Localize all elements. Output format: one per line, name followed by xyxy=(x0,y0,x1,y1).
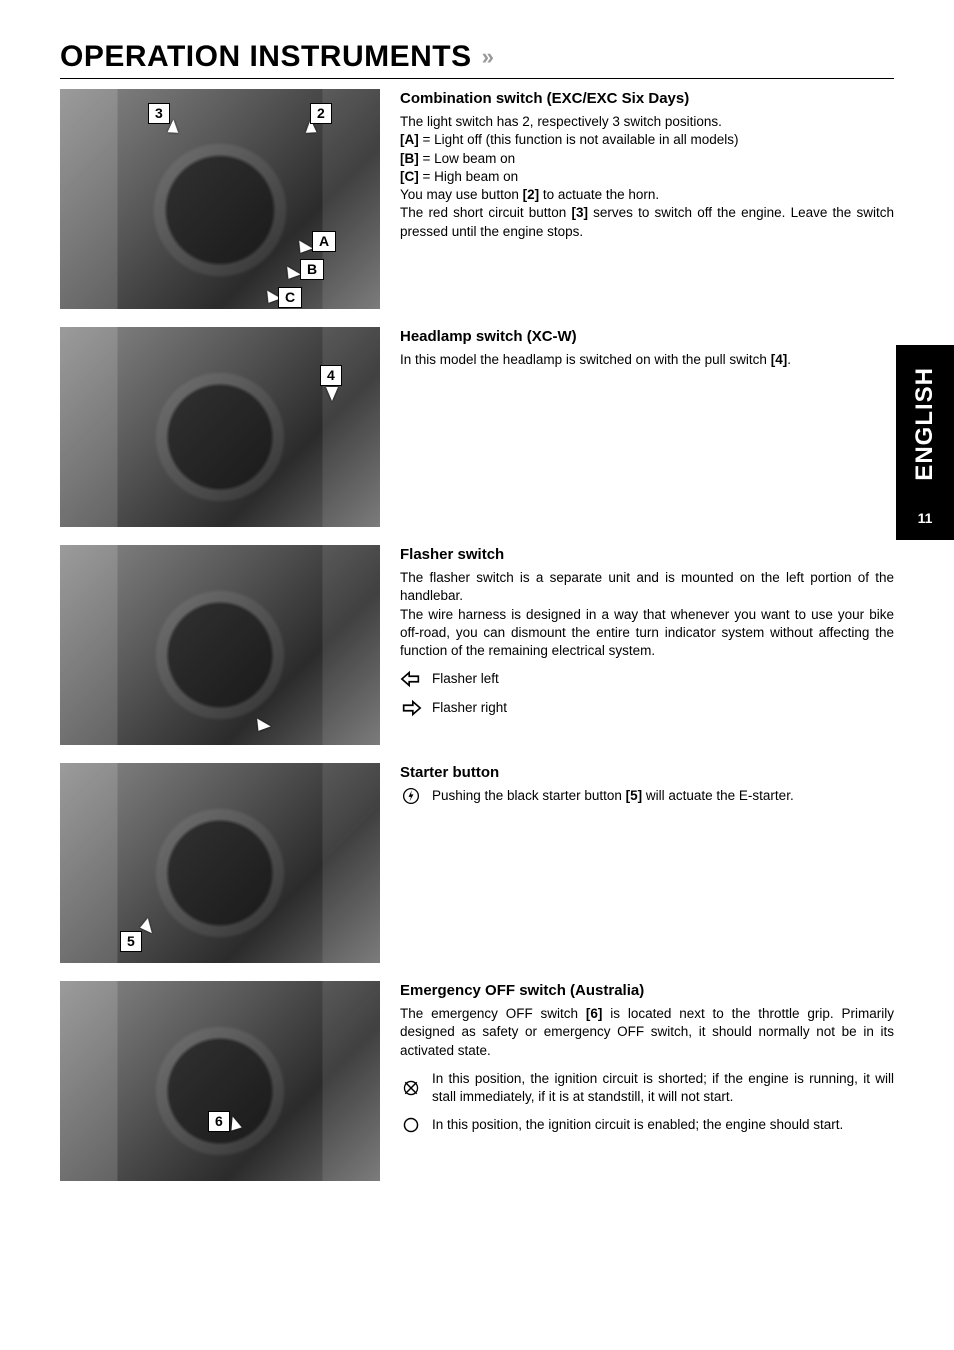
text-flasher-switch: Flasher switch The flasher switch is a s… xyxy=(400,545,894,717)
txt: = Low beam on xyxy=(419,151,515,166)
txt: to actuate the horn. xyxy=(539,187,659,202)
arrow-icon xyxy=(284,263,300,279)
label: Flasher left xyxy=(432,670,499,688)
heading: Flasher switch xyxy=(400,545,894,565)
heading: Emergency OFF switch (Australia) xyxy=(400,981,894,1001)
off-text: In this position, the ignition circuit i… xyxy=(432,1070,894,1106)
ref-4: [4] xyxy=(771,352,788,367)
callout-B: B xyxy=(300,259,324,280)
heading: Starter button xyxy=(400,763,894,783)
section-combination-switch: 3 2 A B C Combination switch (EXC/EXC Si… xyxy=(60,89,894,309)
language-tab: ENGLISH 11 xyxy=(896,345,954,540)
txt: = Light off (this function is not availa… xyxy=(419,132,739,147)
ref-6: [6] xyxy=(586,1006,603,1021)
callout-4: 4 xyxy=(320,365,342,386)
text-emergency-off: Emergency OFF switch (Australia) The eme… xyxy=(400,981,894,1135)
callout-3: 3 xyxy=(148,103,170,124)
txt: will actuate the E-starter. xyxy=(642,788,794,803)
ref-2: [2] xyxy=(523,187,540,202)
line: Pushing the black starter button [5] wil… xyxy=(432,787,794,805)
page-number: 11 xyxy=(918,510,933,526)
engine-off-icon xyxy=(400,1079,422,1097)
p1: The emergency OFF switch [6] is located … xyxy=(400,1005,894,1060)
label: Flasher right xyxy=(432,699,507,717)
line: In this model the headlamp is switched o… xyxy=(400,351,894,369)
title-text: OPERATION INSTRUMENTS xyxy=(60,40,472,74)
on-text: In this position, the ignition circuit i… xyxy=(432,1116,894,1134)
txt: You may use button xyxy=(400,187,523,202)
starter-line: Pushing the black starter button [5] wil… xyxy=(400,787,894,805)
section-emergency-off: 6 Emergency OFF switch (Australia) The e… xyxy=(60,981,894,1181)
flasher-left-row: Flasher left xyxy=(400,670,894,688)
line-a: [A] = Light off (this function is not av… xyxy=(400,131,894,149)
p2: The wire harness is designed in a way th… xyxy=(400,606,894,661)
off-position-row: In this position, the ignition circuit i… xyxy=(400,1070,894,1106)
photo-flasher-switch xyxy=(60,545,380,745)
engine-on-icon xyxy=(400,1116,422,1134)
ref-B: [B] xyxy=(400,151,419,166)
language-label: ENGLISH xyxy=(911,367,939,481)
arrow-right-icon xyxy=(400,699,422,717)
ref-C: [C] xyxy=(400,169,419,184)
section-starter-button: 5 Starter button Pushing the black start… xyxy=(60,763,894,963)
text-combination-switch: Combination switch (EXC/EXC Six Days) Th… xyxy=(400,89,894,241)
arrow-icon xyxy=(296,237,312,253)
section-flasher-switch: Flasher switch The flasher switch is a s… xyxy=(60,545,894,745)
ref-3: [3] xyxy=(571,205,588,220)
text-headlamp-switch: Headlamp switch (XC-W) In this model the… xyxy=(400,327,894,369)
line-c: [C] = High beam on xyxy=(400,168,894,186)
ref-A: [A] xyxy=(400,132,419,147)
txt: Pushing the black starter button xyxy=(432,788,626,803)
chevron-icon: » xyxy=(482,44,488,70)
line-b: [B] = Low beam on xyxy=(400,150,894,168)
flasher-right-row: Flasher right xyxy=(400,699,894,717)
ref-5: [5] xyxy=(626,788,643,803)
arrow-icon xyxy=(140,917,157,933)
callout-5: 5 xyxy=(120,931,142,952)
callout-A: A xyxy=(312,231,336,252)
callout-2: 2 xyxy=(310,103,332,124)
callout-C: C xyxy=(278,287,302,308)
text-starter-button: Starter button Pushing the black starter… xyxy=(400,763,894,805)
photo-starter-button: 5 xyxy=(60,763,380,963)
callout-6: 6 xyxy=(208,1111,230,1132)
line: The light switch has 2, respectively 3 s… xyxy=(400,113,894,131)
photo-headlamp-switch: 4 xyxy=(60,327,380,527)
heading: Headlamp switch (XC-W) xyxy=(400,327,894,347)
heading: Combination switch (EXC/EXC Six Days) xyxy=(400,89,894,109)
arrow-icon xyxy=(326,387,338,401)
p1: The flasher switch is a separate unit an… xyxy=(400,569,894,605)
page-title: OPERATION INSTRUMENTS » xyxy=(60,40,894,79)
line-horn: You may use button [2] to actuate the ho… xyxy=(400,186,894,204)
arrow-icon xyxy=(231,1117,242,1132)
photo-combination-switch: 3 2 A B C xyxy=(60,89,380,309)
txt: = High beam on xyxy=(419,169,518,184)
on-position-row: In this position, the ignition circuit i… xyxy=(400,1116,894,1134)
line-short: The red short circuit button [3] serves … xyxy=(400,204,894,240)
txt: The red short circuit button xyxy=(400,205,571,220)
section-headlamp-switch: 4 Headlamp switch (XC-W) In this model t… xyxy=(60,327,894,527)
lightning-circle-icon xyxy=(400,787,422,805)
txt: . xyxy=(787,352,791,367)
arrow-icon xyxy=(254,715,270,731)
photo-emergency-off: 6 xyxy=(60,981,380,1181)
txt: The emergency OFF switch xyxy=(400,1006,586,1021)
txt: In this model the headlamp is switched o… xyxy=(400,352,771,367)
arrow-left-icon xyxy=(400,670,422,688)
